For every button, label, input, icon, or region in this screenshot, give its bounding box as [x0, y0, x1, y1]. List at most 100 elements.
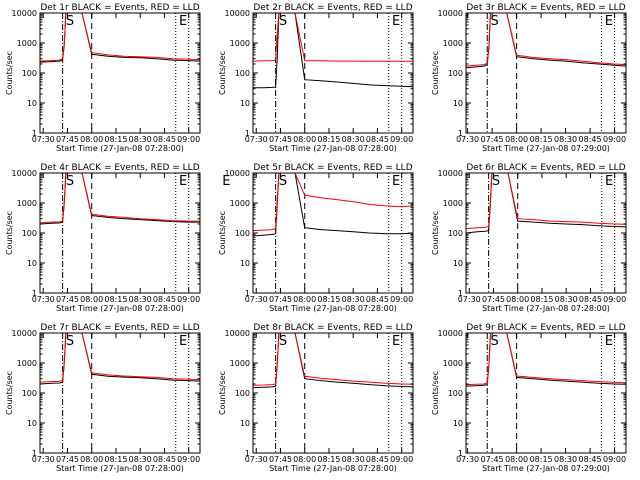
y-axis-label: Counts/sec: [5, 51, 14, 95]
y-tick-label: 10000: [225, 329, 250, 338]
x-tick-label: 09:00: [177, 295, 200, 304]
event-marker-e: E: [605, 14, 613, 29]
y-tick-label: 10: [27, 99, 37, 108]
y-tick-label: 10: [453, 99, 463, 108]
y-tick-label: 100: [235, 69, 250, 78]
x-tick-label: 07:30: [456, 135, 479, 144]
chart-title: Det 6r BLACK = Events, RED = LLD: [466, 163, 625, 173]
series-line-2: [252, 332, 414, 386]
x-tick-label: 08:15: [104, 455, 127, 464]
x-axis-label: Start Time (27-Jan-08 07:28:00): [269, 144, 397, 153]
x-tick-label: 07:30: [32, 455, 55, 464]
y-tick-label: 100: [22, 69, 37, 78]
y-tick-label: 100: [448, 229, 463, 238]
x-tick-label: 08:00: [293, 455, 316, 464]
x-tick-label: 08:45: [579, 455, 602, 464]
y-tick-label: 10: [27, 259, 37, 268]
event-marker-e: E: [222, 174, 230, 189]
x-tick-label: 07:30: [456, 455, 479, 464]
chart-panel-1: Det 1r BLACK = Events, RED = LLD Counts/s…: [5, 3, 201, 153]
chart-panel-8: Det 8r BLACK = Events, RED = LLD Counts/s…: [218, 323, 414, 473]
x-tick-label: 08:00: [80, 295, 103, 304]
x-tick-label: 08:15: [317, 455, 340, 464]
x-tick-label: 07:45: [56, 295, 79, 304]
x-axis-label: Start Time (27-Jan-08 07:28:00): [482, 304, 610, 313]
x-tick-label: 08:15: [317, 135, 340, 144]
chart-title: Det 8r BLACK = Events, RED = LLD: [253, 323, 412, 333]
event-marker-e: E: [605, 334, 613, 349]
y-tick-label: 1000: [230, 199, 250, 208]
y-axis-label: Counts/sec: [5, 371, 14, 415]
y-tick-label: 100: [235, 229, 250, 238]
chart-title: Det 4r BLACK = Events, RED = LLD: [40, 163, 199, 173]
event-marker-e: E: [392, 14, 400, 29]
x-tick-label: 09:00: [177, 455, 200, 464]
x-tick-label: 07:30: [245, 455, 268, 464]
chart-panel-2: Det 2r BLACK = Events, RED = LLD Counts/s…: [218, 3, 414, 153]
event-marker-e: E: [179, 174, 187, 189]
y-tick-label: 10000: [12, 169, 37, 178]
y-tick-label: 10000: [438, 9, 463, 18]
x-tick-label: 07:30: [458, 295, 481, 304]
x-axis-label: Start Time (27-Jan-08 07:29:00): [482, 144, 610, 153]
y-tick-label: 1: [458, 449, 463, 458]
x-tick-label: 08:45: [366, 455, 389, 464]
x-tick-label: 08:00: [505, 135, 528, 144]
x-tick-label: 07:45: [56, 455, 79, 464]
y-tick-label: 10: [240, 259, 250, 268]
x-tick-label: 08:15: [104, 135, 127, 144]
x-tick-label: 08:30: [129, 295, 152, 304]
y-axis-label: Counts/sec: [5, 211, 14, 255]
x-tick-label: 08:45: [366, 295, 389, 304]
y-tick-label: 10000: [225, 169, 250, 178]
chart-title: Det 3r BLACK = Events, RED = LLD: [466, 3, 625, 13]
x-tick-label: 08:00: [293, 295, 316, 304]
x-tick-label: 09:00: [177, 135, 200, 144]
chart-title: Det 9r BLACK = Events, RED = LLD: [466, 323, 625, 333]
event-marker-s: S: [279, 14, 287, 29]
y-tick-label: 1000: [17, 199, 37, 208]
x-tick-label: 07:45: [269, 455, 292, 464]
y-axis-label: Counts/sec: [218, 211, 227, 255]
x-tick-label: 08:00: [80, 135, 103, 144]
x-tick-label: 08:45: [366, 135, 389, 144]
event-marker-s: S: [490, 334, 498, 349]
x-tick-label: 07:45: [269, 295, 292, 304]
y-tick-label: 10: [27, 419, 37, 428]
x-tick-label: 08:00: [506, 295, 529, 304]
y-tick-label: 100: [22, 229, 37, 238]
y-tick-label: 10000: [438, 169, 463, 178]
y-tick-label: 100: [448, 389, 463, 398]
chart-panel-4: Det 4r BLACK = Events, RED = LLD Counts/s…: [5, 163, 201, 313]
x-tick-label: 09:00: [603, 455, 626, 464]
chart-panel-6: Det 6r BLACK = Events, RED = LLD Counts/s…: [431, 163, 627, 313]
y-tick-label: 10: [453, 259, 463, 268]
x-tick-label: 08:30: [129, 135, 152, 144]
x-tick-label: 07:45: [482, 295, 505, 304]
x-tick-label: 08:15: [530, 135, 553, 144]
y-axis-label: Counts/sec: [431, 51, 440, 95]
x-tick-label: 07:30: [245, 295, 268, 304]
y-tick-label: 1000: [443, 359, 463, 368]
x-tick-label: 08:15: [104, 295, 127, 304]
y-tick-label: 1000: [230, 359, 250, 368]
x-tick-label: 08:15: [530, 455, 553, 464]
x-tick-label: 09:00: [603, 295, 626, 304]
y-tick-label: 10: [240, 99, 250, 108]
chart-panel-7: Det 7r BLACK = Events, RED = LLD Counts/s…: [5, 323, 201, 473]
x-tick-label: 08:00: [293, 135, 316, 144]
x-tick-label: 08:30: [554, 455, 577, 464]
y-tick-label: 1000: [17, 359, 37, 368]
y-tick-label: 1: [245, 449, 250, 458]
x-axis-label: Start Time (27-Jan-08 07:28:00): [269, 464, 397, 473]
x-tick-label: 07:30: [245, 135, 268, 144]
event-marker-s: S: [279, 174, 287, 189]
event-marker-s: S: [492, 174, 500, 189]
y-tick-label: 10000: [12, 329, 37, 338]
x-tick-label: 08:45: [579, 135, 602, 144]
y-tick-label: 1: [32, 449, 37, 458]
x-tick-label: 08:45: [153, 455, 176, 464]
y-tick-label: 100: [235, 389, 250, 398]
chart-panel-5: Det 5r BLACK = Events, RED = LLD Counts/s…: [218, 163, 414, 313]
y-tick-label: 1000: [443, 39, 463, 48]
